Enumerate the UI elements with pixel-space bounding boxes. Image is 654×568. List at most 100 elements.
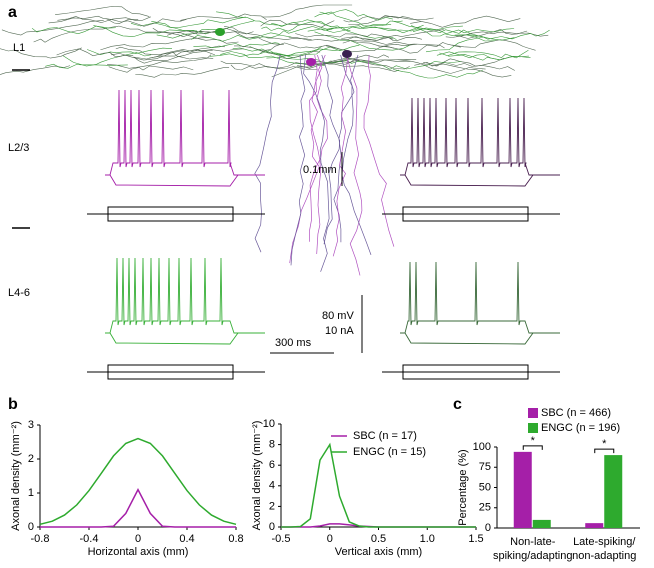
x-tick-label: 0.5 — [371, 533, 386, 545]
dendrite — [314, 57, 410, 70]
dendrite — [348, 15, 434, 25]
axon — [332, 54, 349, 257]
dendrite — [314, 31, 412, 51]
dendrite — [412, 27, 515, 34]
layer-label: L1 — [13, 42, 25, 54]
series-line — [281, 442, 476, 528]
dendrite — [118, 25, 210, 38]
dendrite — [259, 42, 340, 54]
legend-label: SBC (n = 17) — [353, 430, 417, 442]
dendrite — [220, 60, 313, 69]
y-tick-label: 75 — [479, 461, 491, 473]
dendrite — [151, 16, 246, 28]
dendrite — [271, 59, 355, 78]
dendrite — [31, 25, 116, 35]
panel-label: c — [453, 396, 462, 413]
bar — [585, 523, 604, 528]
layer-label: L4-6 — [8, 287, 30, 299]
voltage-trace — [105, 89, 265, 176]
axon — [340, 54, 372, 256]
axon — [309, 54, 322, 255]
panel-a-drawing — [0, 4, 560, 380]
legend-swatch — [528, 423, 538, 433]
significance-bracket — [522, 445, 543, 450]
dendrite — [362, 61, 462, 70]
axon — [290, 54, 306, 266]
x-tick-label: 0 — [135, 533, 141, 545]
dendrite — [314, 11, 392, 27]
x-axis-label: Horizontal axis (mm) — [88, 546, 189, 558]
bar — [604, 455, 623, 528]
dendrite — [100, 37, 210, 51]
x-tick-label: -0.8 — [31, 533, 50, 545]
dendrite — [186, 30, 284, 45]
y-tick-label: 2 — [28, 453, 34, 465]
voltage-trace — [400, 174, 560, 187]
y-tick-label: 0 — [28, 521, 34, 533]
dendrite — [277, 56, 366, 64]
soma — [342, 50, 352, 58]
panel-label: b — [8, 396, 18, 413]
dendrite — [220, 51, 325, 66]
dendrite — [393, 69, 484, 79]
scale-label: 10 nA — [325, 325, 354, 337]
y-tick-label: 0 — [485, 522, 491, 534]
dendrite — [425, 36, 515, 53]
dendrite — [410, 25, 496, 42]
dendrite — [322, 62, 400, 72]
dendrite — [261, 21, 332, 32]
dendrite — [107, 54, 212, 69]
dendrite — [341, 29, 444, 41]
axon — [254, 54, 281, 253]
axon — [363, 54, 395, 247]
dendrite — [423, 57, 505, 67]
voltage-trace — [400, 261, 560, 334]
dendrite — [271, 19, 351, 31]
dendrite — [152, 27, 239, 44]
voltage-trace — [105, 257, 265, 334]
x-tick-label: 1.0 — [420, 533, 435, 545]
dendrite — [149, 48, 244, 59]
dendrite — [295, 33, 394, 40]
dendrite — [307, 20, 403, 33]
y-axis-label: Axonal density (mm⁻²) — [251, 421, 263, 531]
scale-label: 80 mV — [322, 310, 354, 322]
dendrite — [62, 52, 152, 67]
bar — [513, 451, 532, 528]
voltage-trace — [400, 332, 560, 345]
axon — [303, 54, 330, 272]
dendrite — [105, 18, 187, 27]
dendrite — [378, 42, 461, 54]
soma — [306, 58, 316, 66]
legend-label: SBC (n = 466) — [541, 407, 611, 419]
y-tick-label: 3 — [28, 419, 34, 431]
dendrite — [313, 58, 411, 64]
x-tick-label: spiking/adapting — [493, 550, 573, 562]
y-tick-label: 6 — [269, 459, 275, 471]
dendrite — [133, 45, 226, 60]
significance-bracket — [594, 448, 615, 454]
legend-swatch — [528, 408, 538, 418]
dendrite — [224, 26, 312, 41]
y-tick-label: 25 — [479, 502, 491, 514]
layer-label: L2/3 — [8, 142, 29, 154]
dendrite — [454, 29, 550, 40]
significance-mark: * — [531, 435, 536, 447]
scale-label: 300 ms — [275, 337, 312, 349]
y-tick-label: 50 — [479, 481, 491, 493]
dendrite — [193, 42, 280, 49]
dendrite — [436, 51, 531, 61]
voltage-trace — [105, 174, 265, 187]
series-line — [39, 437, 237, 526]
x-tick-label: 0 — [327, 533, 333, 545]
x-tick-label: -0.5 — [272, 533, 291, 545]
x-tick-label: 1.5 — [468, 533, 483, 545]
axon — [289, 54, 323, 264]
dendrite — [56, 48, 134, 57]
voltage-trace — [105, 332, 265, 345]
axon — [321, 54, 341, 245]
x-tick-label: 0.4 — [179, 533, 194, 545]
y-tick-label: 8 — [269, 439, 275, 451]
dendrite — [391, 20, 483, 38]
